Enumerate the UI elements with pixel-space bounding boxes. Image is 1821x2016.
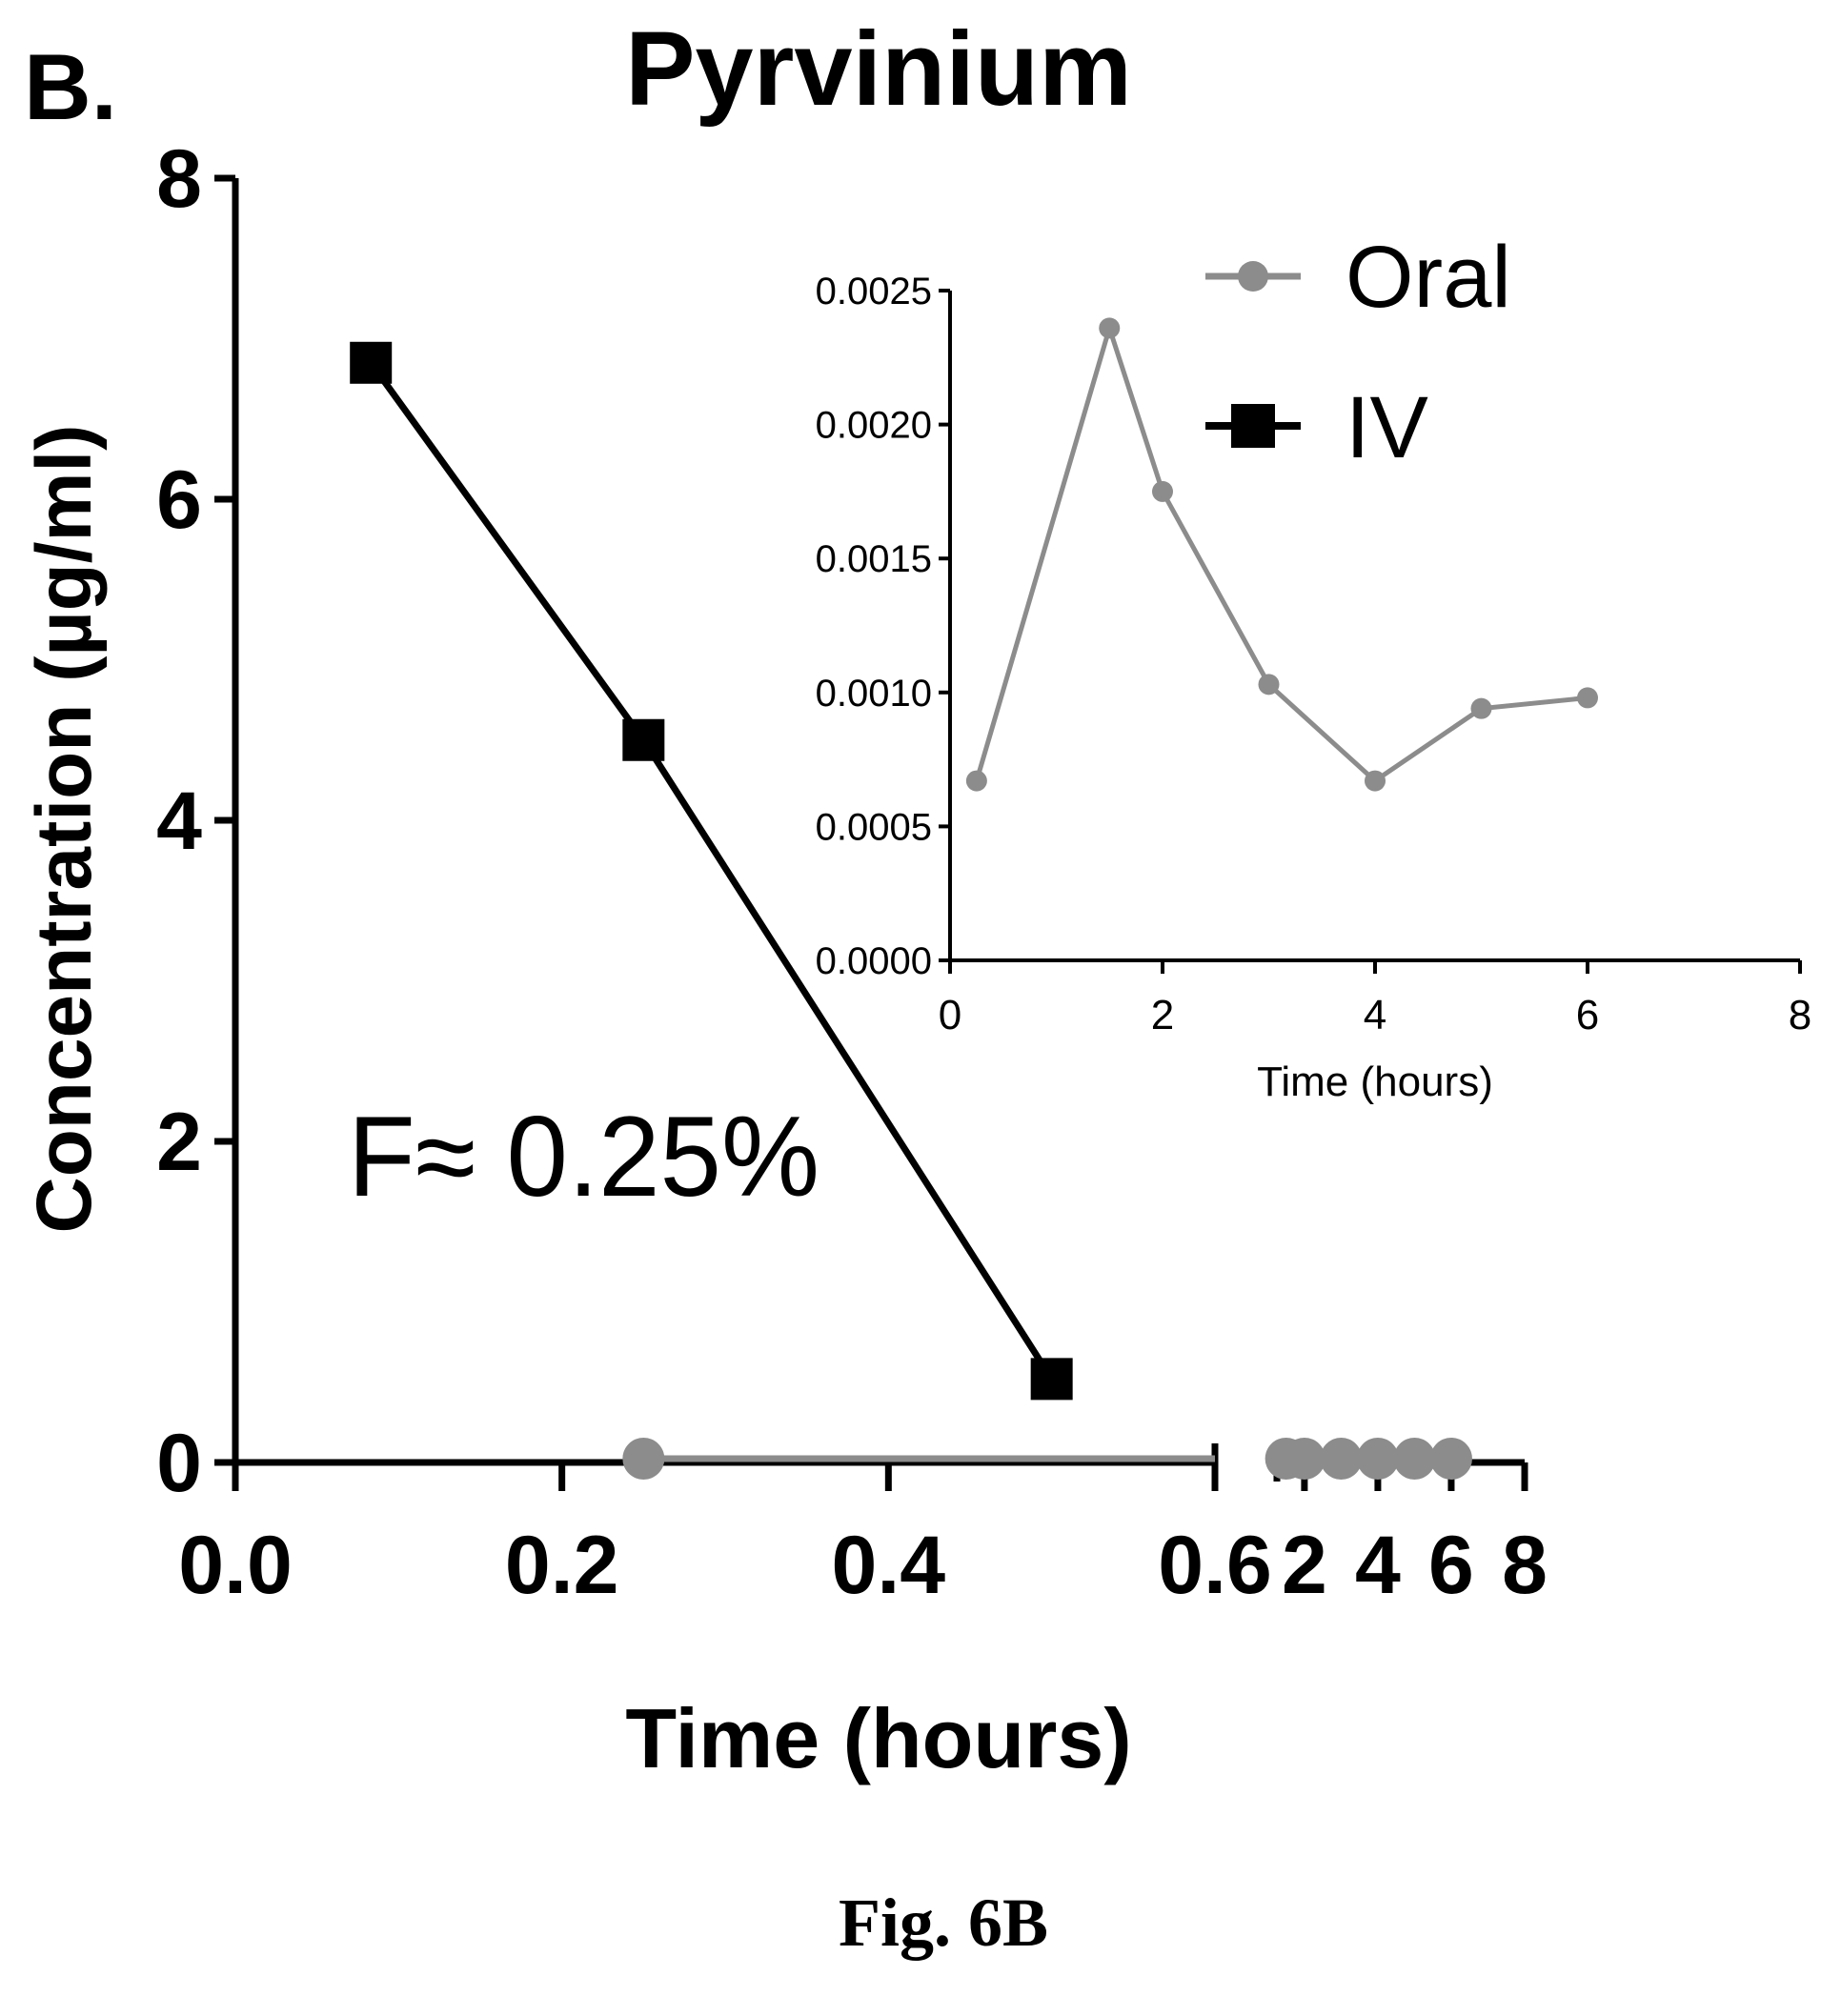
inset-y-ticks: 0.0000 0.0005 0.0010 0.0015 0.0020 0.0025 <box>816 271 950 982</box>
main-x-tick-label: 6 <box>1428 1520 1474 1611</box>
iv-data-point <box>350 341 393 384</box>
bioavailability-annotation: F≈ 0.25% <box>348 1093 819 1220</box>
main-y-ticks: 0 2 4 6 8 <box>156 133 235 1509</box>
main-x-tick-label: 0.0 <box>178 1520 293 1611</box>
oral-data-point <box>622 1438 665 1480</box>
legend-item-oral: Oral <box>1205 229 1511 326</box>
main-x-tick-label: 0.2 <box>505 1520 619 1611</box>
legend-oral-label: Oral <box>1346 229 1511 326</box>
inset-y-tick-label: 0.0010 <box>816 673 932 715</box>
inset-oral-data-point <box>1152 480 1173 502</box>
inset-x-tick-label: 2 <box>1151 992 1174 1038</box>
oral-data-point <box>1283 1438 1325 1480</box>
inset-oral-data-point <box>1099 317 1121 339</box>
iv-data-point <box>622 718 665 761</box>
inset-x-axis-label: Time (hours) <box>1257 1058 1493 1105</box>
main-y-tick-label: 2 <box>156 1097 202 1188</box>
legend-oral-marker <box>1238 261 1268 292</box>
legend-item-iv: IV <box>1205 379 1428 476</box>
main-x-axis-label: Time (hours) <box>625 1691 1131 1785</box>
inset-x-tick-label: 6 <box>1576 992 1599 1038</box>
inset-y-tick-label: 0.0015 <box>816 538 932 580</box>
inset-series <box>965 317 1598 792</box>
oral-data-point <box>1356 1438 1399 1480</box>
main-x-ticks: 0.0 0.2 0.4 0.6 2 4 6 8 <box>178 1462 1548 1611</box>
main-y-tick-label: 0 <box>156 1418 202 1509</box>
inset-y-tick-label: 0.0025 <box>816 271 932 312</box>
inset-y-tick-label: 0.0000 <box>816 940 932 982</box>
main-x-tick-label: 0.6 <box>1158 1520 1272 1611</box>
inset-x-tick-label: 8 <box>1789 992 1811 1038</box>
inset-x-tick-label: 4 <box>1364 992 1386 1038</box>
inset-y-tick-label: 0.0020 <box>816 405 932 447</box>
legend-iv-marker <box>1231 404 1275 448</box>
inset-oral-series-line <box>974 319 1588 784</box>
inset-oral-data-point <box>1577 687 1598 709</box>
inset-oral-data-point <box>965 770 987 792</box>
main-x-tick-label: 4 <box>1355 1520 1401 1611</box>
panel-label: B. <box>24 34 117 139</box>
inset-x-ticks: 0 2 4 6 8 <box>939 960 1811 1038</box>
main-x-tick-label: 2 <box>1282 1520 1327 1611</box>
main-x-tick-label: 8 <box>1502 1520 1548 1611</box>
main-y-axis-label: Concentration (µg/ml) <box>21 425 108 1234</box>
figure-caption: Fig. 6B <box>839 1885 1048 1961</box>
oral-data-point <box>1429 1438 1472 1480</box>
inset-oral-data-point <box>1365 770 1386 792</box>
main-y-tick-label: 6 <box>156 454 202 546</box>
main-y-tick-label: 8 <box>156 133 202 225</box>
inset-x-tick-label: 0 <box>939 992 961 1038</box>
oral-data-point <box>1320 1438 1363 1480</box>
iv-data-point <box>1030 1358 1073 1401</box>
main-series <box>350 341 1472 1480</box>
legend-iv-label: IV <box>1346 379 1428 476</box>
inset-oral-data-point <box>1258 674 1280 696</box>
inset-y-tick-label: 0.0005 <box>816 806 932 848</box>
chart-title: Pyrvinium <box>625 10 1132 128</box>
legend: Oral IV <box>1205 229 1511 476</box>
main-y-tick-label: 4 <box>156 776 202 867</box>
inset-oral-data-point <box>1470 697 1492 719</box>
main-x-tick-label: 0.4 <box>832 1520 946 1611</box>
oral-data-point <box>1393 1438 1436 1480</box>
